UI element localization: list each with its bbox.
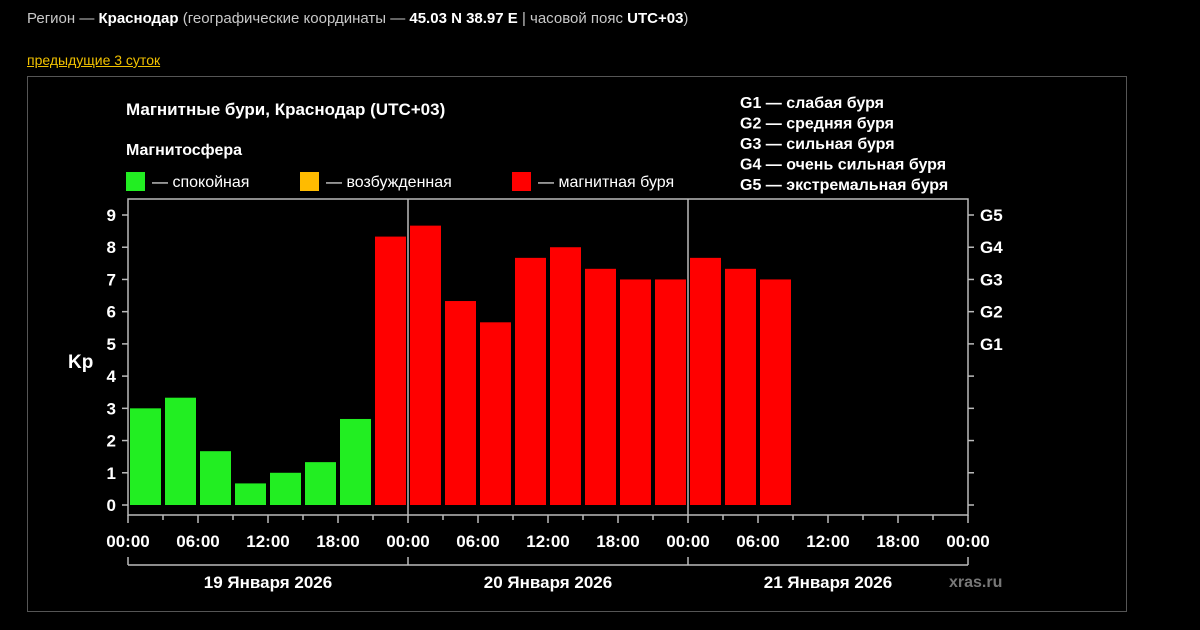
previous-3-days-link[interactable]: предыдущие 3 суток xyxy=(27,52,161,68)
kp-bar xyxy=(480,322,511,505)
x-tick-label: 00:00 xyxy=(106,532,149,551)
kp-bar xyxy=(445,301,476,505)
day-label: 20 Января 2026 xyxy=(484,573,612,592)
kp-bar xyxy=(130,408,161,505)
legend-title: Магнитосфера xyxy=(126,142,242,159)
legend-label: — магнитная буря xyxy=(538,174,674,191)
storm-scale-item: G4 — очень сильная буря xyxy=(740,157,946,174)
y-tick-label: 5 xyxy=(107,335,116,354)
x-tick-label: 12:00 xyxy=(246,532,289,551)
x-tick-label: 18:00 xyxy=(596,532,639,551)
region-header: Регион — Краснодар (географические коорд… xyxy=(27,10,688,27)
x-tick-label: 18:00 xyxy=(876,532,919,551)
region-prefix: Регион — xyxy=(27,10,99,27)
kp-bar xyxy=(550,247,581,505)
y-tick-label: 9 xyxy=(107,206,116,225)
legend-label: — спокойная xyxy=(152,174,249,191)
tz-value: UTC+03 xyxy=(627,10,684,27)
kp-bar xyxy=(235,483,266,505)
x-tick-label: 06:00 xyxy=(176,532,219,551)
day-label: 19 Января 2026 xyxy=(204,573,332,592)
coords-value: 45.03 N 38.97 E xyxy=(409,10,518,27)
x-tick-label: 06:00 xyxy=(736,532,779,551)
region-name: Краснодар xyxy=(98,10,179,27)
legend-swatch xyxy=(512,172,531,191)
kp-bar xyxy=(410,225,441,505)
kp-bar xyxy=(725,268,756,505)
kp-bar xyxy=(340,418,371,505)
kp-bar xyxy=(165,397,196,505)
y-tick-label: 1 xyxy=(107,464,116,483)
y-tick-label: 2 xyxy=(107,432,116,451)
legend-swatch xyxy=(126,172,145,191)
x-tick-label: 18:00 xyxy=(316,532,359,551)
kp-bar xyxy=(760,279,791,505)
plot-frame xyxy=(127,198,969,516)
y-tick-label: 7 xyxy=(107,270,116,289)
legend-swatch xyxy=(300,172,319,191)
x-tick-label: 12:00 xyxy=(806,532,849,551)
y-axis-label: Kp xyxy=(68,352,93,373)
y-tick-label: 6 xyxy=(107,303,116,322)
storm-scale-item: G1 — слабая буря xyxy=(740,95,884,112)
g-level-label: G4 xyxy=(980,238,1003,257)
y-tick-label: 0 xyxy=(107,496,116,515)
kp-bar xyxy=(305,462,336,505)
tz-prefix: | часовой пояс xyxy=(517,10,628,27)
coords-prefix: (географические координаты — xyxy=(178,10,410,27)
x-tick-label: 06:00 xyxy=(456,532,499,551)
g-level-label: G3 xyxy=(980,270,1003,289)
x-tick-label: 00:00 xyxy=(946,532,989,551)
day-label: 21 Января 2026 xyxy=(764,573,892,592)
kp-bar xyxy=(515,257,546,505)
kp-bar xyxy=(585,268,616,505)
chart-title: Магнитные бури, Краснодар (UTC+03) xyxy=(126,100,445,119)
kp-bar xyxy=(200,451,231,505)
x-tick-label: 00:00 xyxy=(666,532,709,551)
kp-bar xyxy=(375,236,406,506)
watermark: xras.ru xyxy=(949,574,1002,591)
kp-bar xyxy=(620,279,651,505)
x-tick-label: 12:00 xyxy=(526,532,569,551)
g-level-label: G5 xyxy=(980,206,1003,225)
legend-label: — возбужденная xyxy=(326,174,452,191)
kp-bar xyxy=(690,257,721,505)
storm-scale-item: G5 — экстремальная буря xyxy=(740,177,948,194)
chart-panel: Магнитные бури, Краснодар (UTC+03) Магни… xyxy=(27,76,1127,612)
storm-scale-item: G3 — сильная буря xyxy=(740,136,895,153)
y-tick-label: 8 xyxy=(107,238,116,257)
y-tick-label: 3 xyxy=(107,399,116,418)
g-level-label: G2 xyxy=(980,303,1003,322)
header-suffix: ) xyxy=(683,10,689,27)
g-level-label: G1 xyxy=(980,335,1003,354)
kp-bar xyxy=(270,472,301,505)
y-tick-label: 4 xyxy=(107,367,117,386)
kp-chart: Магнитные бури, Краснодар (UTC+03) Магни… xyxy=(68,95,1003,592)
storm-scale-item: G2 — средняя буря xyxy=(740,116,894,133)
x-tick-label: 00:00 xyxy=(386,532,429,551)
kp-bar xyxy=(655,279,686,505)
